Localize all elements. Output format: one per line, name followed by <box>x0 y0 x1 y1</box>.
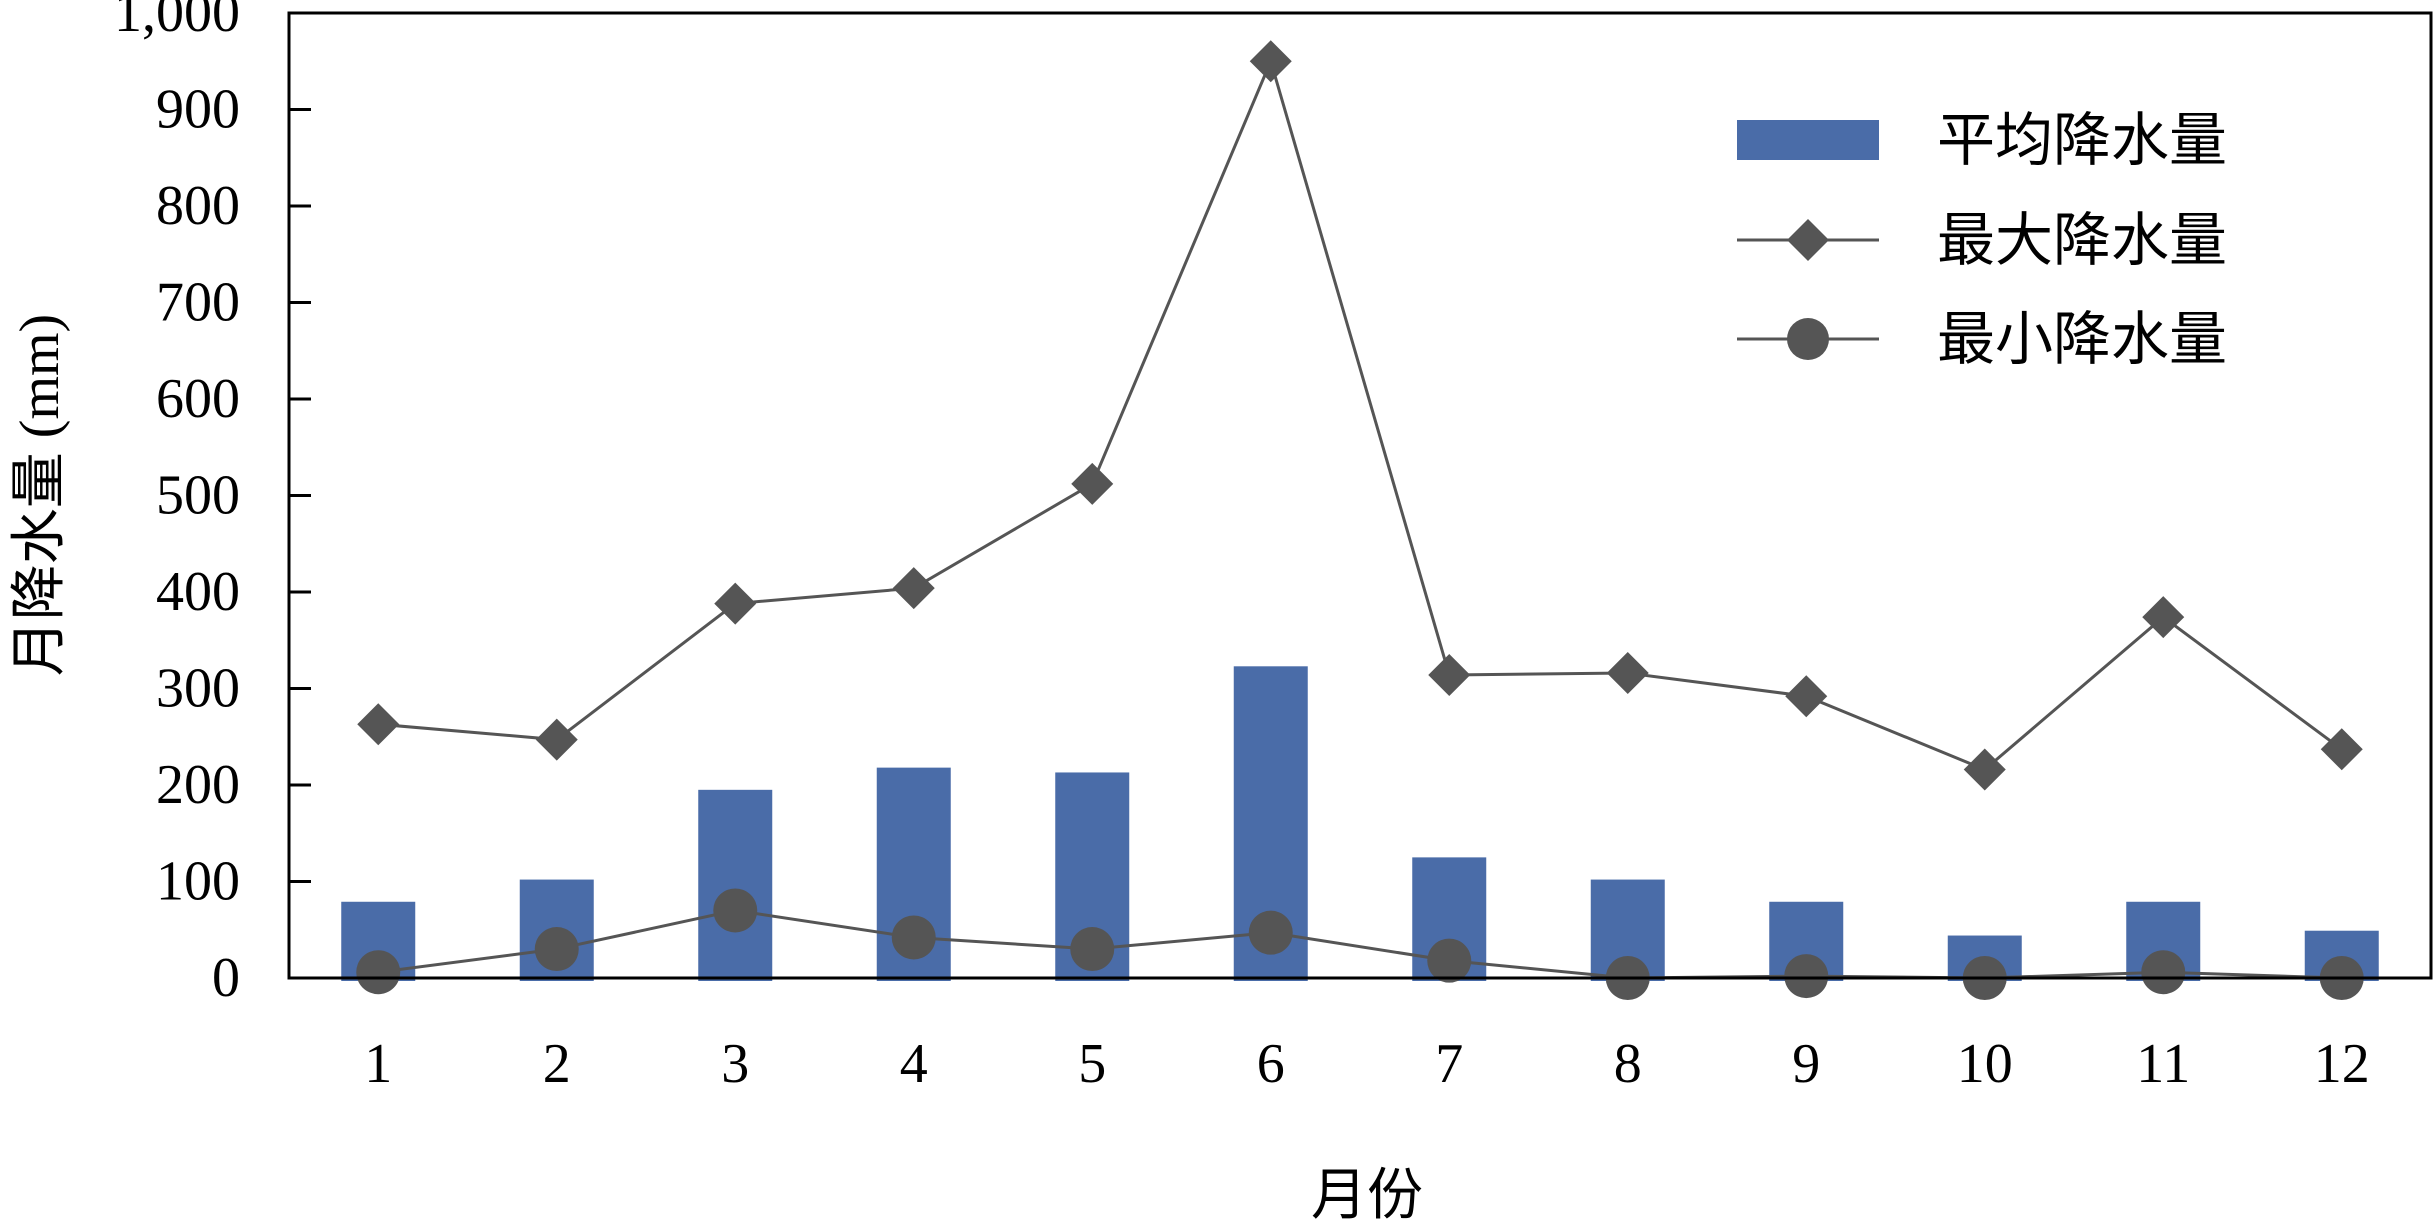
series-line <box>378 908 2342 980</box>
diamond-marker <box>1606 652 1649 695</box>
x-tick-label: 3 <box>721 1033 749 1095</box>
diamond-marker <box>2142 596 2185 639</box>
circle-marker <box>2141 950 2186 995</box>
x-tick-label: 5 <box>1078 1033 1106 1095</box>
x-tick-label: 8 <box>1614 1033 1642 1095</box>
circle-marker <box>891 915 936 960</box>
diamond-marker <box>1963 748 2006 791</box>
bar-series <box>341 666 2379 981</box>
circle-marker <box>356 950 401 995</box>
circle-marker <box>1427 938 1472 983</box>
y-tick-label: 300 <box>156 658 240 720</box>
circle-marker <box>1070 927 1115 972</box>
x-tick-label: 4 <box>900 1033 928 1095</box>
diamond-marker <box>714 582 757 625</box>
x-axis: 1 2 3 4 5 6 7 8 9 10 11 12 <box>364 1033 2370 1095</box>
diamond-marker <box>535 718 578 761</box>
x-tick-label: 9 <box>1792 1033 1820 1095</box>
x-tick-label: 10 <box>1957 1033 2013 1095</box>
y-tick-label: 100 <box>156 851 240 913</box>
series-line <box>378 56 2343 772</box>
legend-circle-marker <box>1787 318 1829 360</box>
y-tick-label: 500 <box>156 465 240 527</box>
y-tick-label: 700 <box>156 272 240 334</box>
y-tick-label: 900 <box>156 79 240 141</box>
diamond-marker <box>357 703 400 746</box>
y-axis-title: 月降水量 (mm) <box>9 314 71 676</box>
y-tick-label: 400 <box>156 561 240 623</box>
circle-marker <box>713 888 758 933</box>
y-tick-label: 200 <box>156 754 240 816</box>
circle-marker <box>1248 910 1293 955</box>
legend-label: 最大降水量 <box>1937 208 2227 273</box>
y-tick-label: 600 <box>156 368 240 430</box>
diamond-marker <box>2320 728 2363 771</box>
diamond-marker <box>1428 653 1471 696</box>
x-axis-title: 月份 <box>1311 1165 1423 1226</box>
diamond-marker <box>1249 40 1292 83</box>
y-tick-label: 1,000 <box>114 0 240 44</box>
circle-marker <box>534 927 579 972</box>
x-tick-label: 6 <box>1257 1033 1285 1095</box>
x-tick-label: 1 <box>364 1033 392 1095</box>
y-tick-label: 0 <box>212 947 240 1009</box>
y-axis: 0 100 200 300 400 500 600 700 800 900 1,000 <box>114 0 311 1009</box>
x-tick-label: 11 <box>2136 1033 2190 1095</box>
x-tick-label: 7 <box>1435 1033 1463 1095</box>
x-tick-label: 2 <box>543 1033 571 1095</box>
legend-label: 平均降水量 <box>1937 108 2227 173</box>
line-series <box>356 40 2364 1000</box>
x-tick-label: 12 <box>2314 1033 2370 1095</box>
diamond-marker <box>1071 462 1114 505</box>
diamond-marker <box>892 567 935 610</box>
legend-label: 最小降水量 <box>1937 307 2227 372</box>
diamond-marker <box>1785 675 1828 718</box>
circle-marker <box>1784 954 1829 999</box>
bar <box>698 789 773 981</box>
legend-diamond-marker <box>1787 219 1829 261</box>
y-tick-label: 800 <box>156 175 240 237</box>
legend-swatch <box>1737 120 1879 160</box>
